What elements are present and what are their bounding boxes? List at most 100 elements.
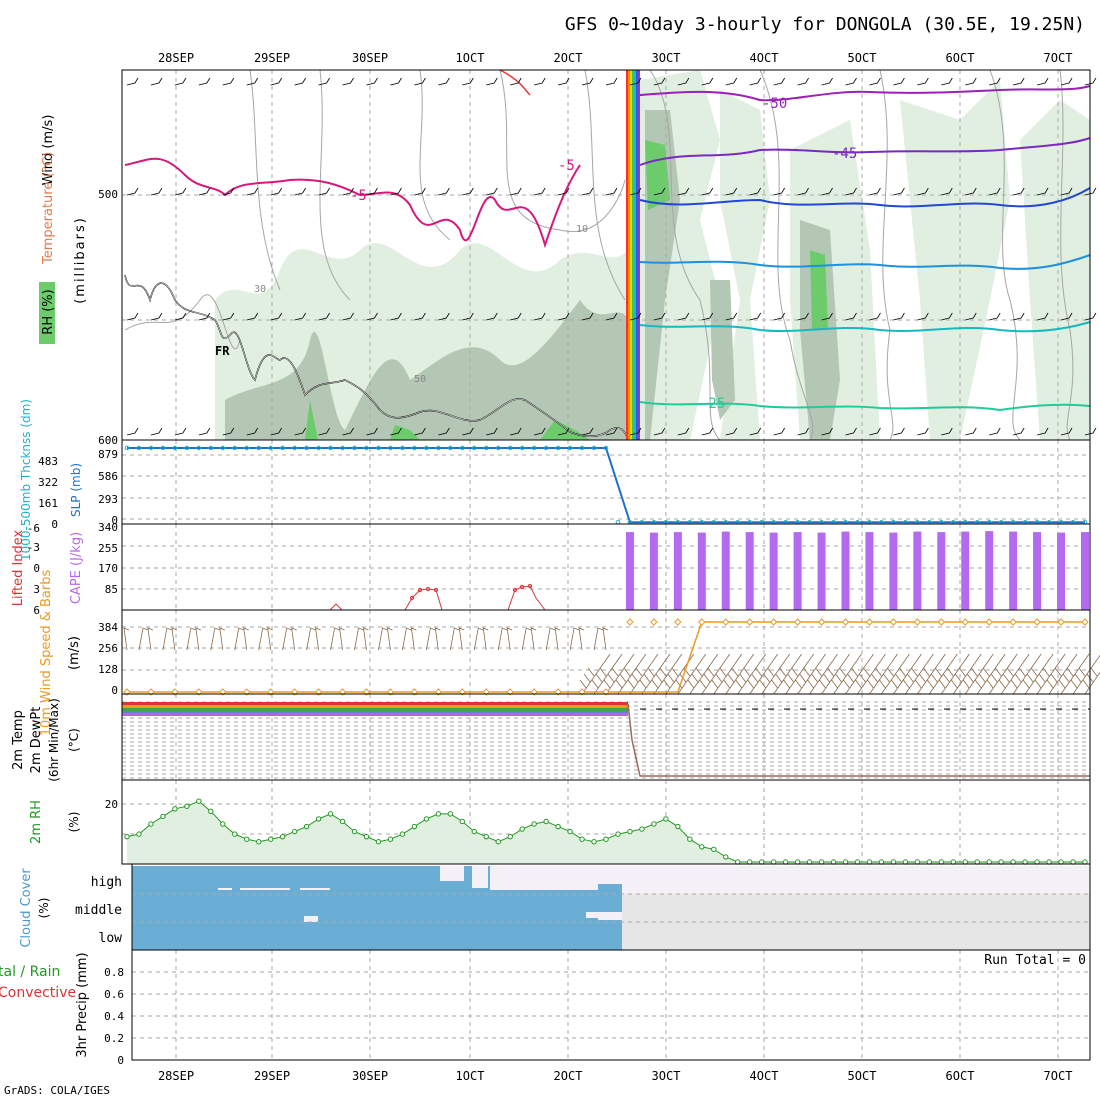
wind-barb <box>869 77 881 86</box>
thickness-slp-panel: 483 322 161 0 879 586 293 0 1000-500mb T… <box>19 399 1090 561</box>
wind-barb <box>1037 427 1049 436</box>
wind-barb <box>246 427 259 436</box>
wind-barb <box>438 77 450 86</box>
wind-barb <box>291 627 297 651</box>
wind-barb <box>482 627 489 651</box>
wind-point <box>1009 618 1017 626</box>
label-rh: RH (%) <box>41 289 56 334</box>
wind-barb <box>653 77 666 86</box>
slp-point <box>136 445 142 451</box>
wind-barb <box>414 427 426 436</box>
wind-barb <box>150 187 163 196</box>
rh-point <box>268 836 274 842</box>
wind-barb <box>917 77 929 86</box>
wind-barb <box>1060 312 1073 321</box>
rh-point <box>279 833 286 840</box>
wind-barb <box>773 427 785 436</box>
wind-barb <box>342 77 354 86</box>
wind-point <box>865 618 874 626</box>
rh-label-10: 10 <box>576 224 588 235</box>
freezing-label: FR <box>215 344 230 358</box>
wind10m-markers <box>123 618 1089 696</box>
wind-barb <box>342 187 354 196</box>
wind-barb <box>797 312 809 321</box>
wind-barb <box>1084 427 1097 436</box>
rh-point <box>495 839 501 845</box>
wind-barb <box>210 627 220 651</box>
li-y-tick: -6 <box>27 522 40 535</box>
wind-barb <box>294 312 306 321</box>
rh-point <box>196 798 202 804</box>
wind-barb <box>521 627 532 651</box>
wind-barb <box>653 187 666 196</box>
precip-y-tick: 0 <box>117 1054 124 1067</box>
cape-bar <box>841 531 850 610</box>
cape-y-tick: 170 <box>98 562 118 575</box>
wind-barb <box>410 627 417 651</box>
wind-barb <box>821 312 833 321</box>
wind-barb <box>893 312 905 321</box>
label-wind: Wind (m/s) <box>41 115 56 186</box>
wind-barb <box>386 627 393 651</box>
slp-point <box>220 445 226 451</box>
thickness-grid <box>122 440 1090 524</box>
wind-barb <box>222 312 235 321</box>
temp-contour-m40 <box>639 187 1091 208</box>
wind-barb <box>510 77 522 86</box>
rh-point <box>244 836 250 842</box>
cape-bar <box>889 532 898 610</box>
wind-barb <box>797 77 809 86</box>
label-wind10m: 10m Wind Speed & Barbs <box>39 570 54 737</box>
wind-barb <box>1037 187 1049 196</box>
temp2m-band-purple <box>122 713 628 716</box>
wind-barb <box>390 427 402 436</box>
wind-barb <box>246 77 259 86</box>
wind-barb <box>701 187 714 196</box>
wind-barb <box>1037 312 1049 321</box>
rh-label-bg <box>39 282 55 344</box>
date-tick: 29SEP <box>254 51 290 65</box>
rh-point <box>663 816 669 822</box>
wind-barb <box>219 627 225 651</box>
slp-point <box>232 445 238 451</box>
rh-point <box>579 836 585 842</box>
cloud-gaps-high <box>132 866 412 890</box>
slp-point <box>436 445 441 451</box>
date-tick: 7OCT <box>1044 51 1073 65</box>
rh-point <box>615 831 621 837</box>
cape-bar <box>721 531 730 610</box>
bottom-date-axis: 28SEP 29SEP 30SEP 1OCT 2OCT 3OCT 4OCT 5OCT 6OCT 7… <box>158 1069 1073 1083</box>
wind-barb <box>629 77 642 86</box>
wind-barb <box>171 627 178 651</box>
label-dewpt2m: 2m DewPt <box>29 707 44 774</box>
li-y-tick: 6 <box>33 604 40 617</box>
wind-barb <box>126 427 139 436</box>
wind-barb <box>677 77 690 86</box>
slp-point <box>603 445 609 451</box>
label-cloud-unit: (%) <box>37 898 51 919</box>
rh-contour <box>649 69 1074 441</box>
wind-barb <box>605 77 618 86</box>
cape-bar <box>745 532 754 610</box>
wind-barb <box>917 187 929 196</box>
cape-bar <box>793 532 802 610</box>
wind-barb <box>893 427 905 436</box>
wind-barb <box>438 312 450 321</box>
rh-point <box>423 816 430 822</box>
wind-barb <box>845 187 857 196</box>
wind-barb <box>449 627 460 651</box>
label-precip-conv: Convective <box>0 985 76 1001</box>
wind-barb <box>363 627 369 651</box>
date-tick: 30SEP <box>352 1069 388 1083</box>
wind-barb <box>462 77 474 86</box>
label-slp: SLP (mb) <box>69 463 83 517</box>
wind-barb <box>602 627 609 651</box>
label-rh2m: 2m RH <box>29 800 44 844</box>
rh-shade-mid-1 <box>225 300 628 440</box>
rh-point <box>363 833 370 840</box>
wind-barb <box>989 312 1001 321</box>
rh-point <box>687 836 693 842</box>
wind-barb <box>534 187 546 196</box>
slp-point <box>280 445 285 451</box>
label-millibars: (millibars) <box>73 216 88 304</box>
